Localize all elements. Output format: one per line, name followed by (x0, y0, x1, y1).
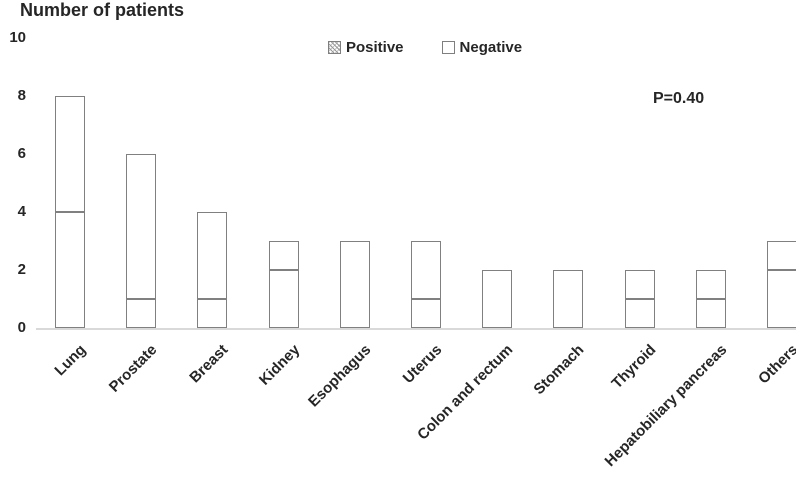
legend-label-positive: Positive (346, 39, 404, 56)
bar-segment-positive (696, 299, 726, 328)
bar-segment-negative (340, 241, 370, 328)
bar-segment-negative (197, 212, 227, 299)
bar-segment-negative (696, 270, 726, 299)
bar-segment-negative (625, 270, 655, 299)
bar-segment-negative (411, 241, 441, 299)
bar-segment-positive (269, 270, 299, 328)
chart-title: Number of patients (20, 0, 185, 20)
legend-item-positive: Positive (328, 39, 404, 56)
y-axis-tick: 6 (17, 145, 26, 162)
bar-segment-positive (55, 212, 85, 328)
bar-segment-positive (126, 299, 156, 328)
legend-label-negative: Negative (459, 39, 523, 56)
bar-segment-negative (126, 154, 156, 299)
bar-segment-positive (767, 270, 796, 328)
bar-segment-positive (197, 299, 227, 328)
negative-swatch-icon (441, 41, 455, 54)
bar-segment-negative (482, 270, 512, 328)
y-axis-tick: 4 (17, 203, 26, 220)
bar-segment-negative (55, 96, 85, 212)
bar-segment-negative (269, 241, 299, 270)
legend: Positive Negative (328, 39, 522, 56)
legend-item-negative: Negative (441, 39, 523, 56)
y-axis-tick: 8 (17, 87, 26, 104)
bar-segment-negative (767, 241, 796, 270)
y-axis-tick: 2 (17, 261, 26, 278)
bar-segment-positive (411, 299, 441, 328)
y-axis-tick: 0 (17, 319, 26, 336)
x-axis-line (36, 328, 796, 330)
bar-segment-positive (553, 270, 583, 328)
y-axis-tick: 10 (9, 29, 26, 46)
bar-segment-positive (625, 299, 655, 328)
p-value-annotation: P=0.40 (653, 90, 705, 107)
positive-swatch-icon (328, 41, 341, 54)
